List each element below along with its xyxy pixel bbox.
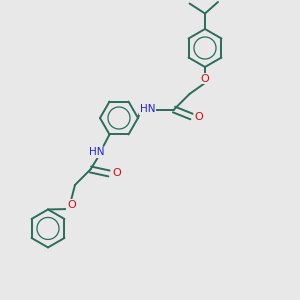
Text: O: O — [112, 169, 121, 178]
Text: O: O — [201, 74, 209, 83]
Text: O: O — [67, 200, 76, 210]
Text: HN: HN — [140, 104, 155, 114]
Text: O: O — [195, 112, 203, 122]
Text: HN: HN — [89, 148, 104, 158]
